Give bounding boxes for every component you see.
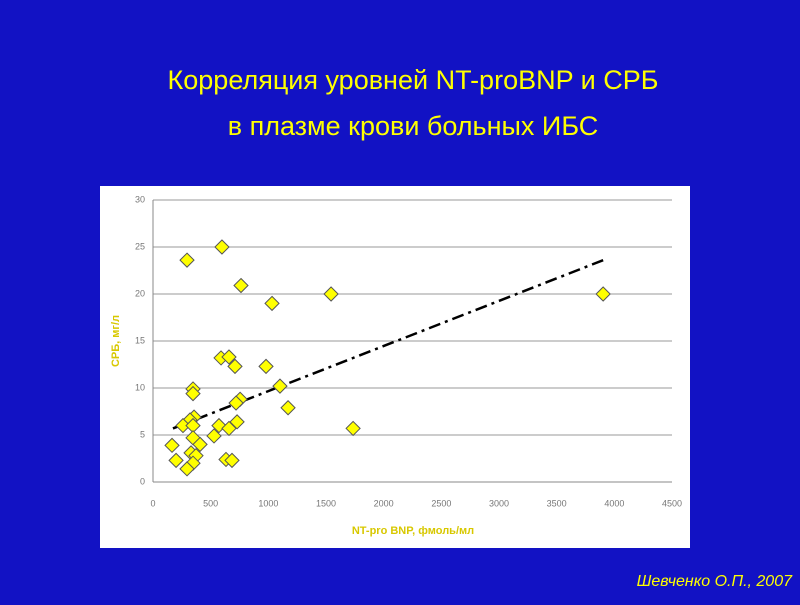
title: Корреляция уровней NT-proBNP и СРБ — [168, 65, 659, 95]
point — [264, 295, 280, 312]
point — [206, 428, 222, 444]
x-tick-label: 4000 — [604, 498, 624, 508]
x-tick-label: 500 — [203, 498, 218, 508]
point — [323, 286, 339, 302]
x-tick-label: 4500 — [662, 498, 682, 508]
y-tick-label: 5 — [140, 429, 145, 439]
point — [280, 400, 296, 416]
chart-area — [100, 186, 690, 548]
point — [164, 437, 180, 454]
x-axis-label: NT-pro BNP, фмоль/мл — [352, 525, 474, 537]
x-tick-label: 3000 — [489, 498, 509, 508]
point — [224, 452, 240, 469]
x-tick-label: 3500 — [547, 498, 567, 508]
point — [168, 452, 184, 469]
point — [192, 436, 208, 453]
point — [258, 358, 274, 375]
y-tick-label: 10 — [135, 382, 145, 392]
point — [227, 358, 243, 375]
x-tick-label: 1500 — [316, 498, 336, 508]
y-tick-label: 25 — [135, 241, 145, 251]
point — [185, 385, 201, 402]
point — [214, 239, 230, 255]
x-tick-label: 1000 — [258, 498, 278, 508]
point — [221, 349, 237, 365]
point — [179, 461, 195, 477]
y-tick-label: 15 — [135, 335, 145, 345]
x-tick-label: 2500 — [431, 498, 451, 508]
footer: Шевченко О.П., 2007 — [637, 573, 793, 590]
point — [179, 252, 195, 268]
x-tick-label: 0 — [150, 498, 155, 508]
subtitle: в плазме крови больных ИБС — [228, 111, 599, 141]
y-tick-label: 0 — [140, 476, 145, 486]
y-tick-label: 20 — [135, 288, 145, 298]
point — [595, 286, 611, 302]
point — [211, 417, 227, 434]
point — [272, 378, 288, 394]
point — [221, 420, 237, 437]
point — [233, 277, 249, 294]
point — [228, 395, 244, 411]
point — [345, 420, 361, 437]
y-axis-label: СРБ, мг/л — [110, 315, 122, 367]
x-tick-label: 2000 — [374, 498, 394, 508]
y-tick-label: 30 — [135, 194, 145, 204]
